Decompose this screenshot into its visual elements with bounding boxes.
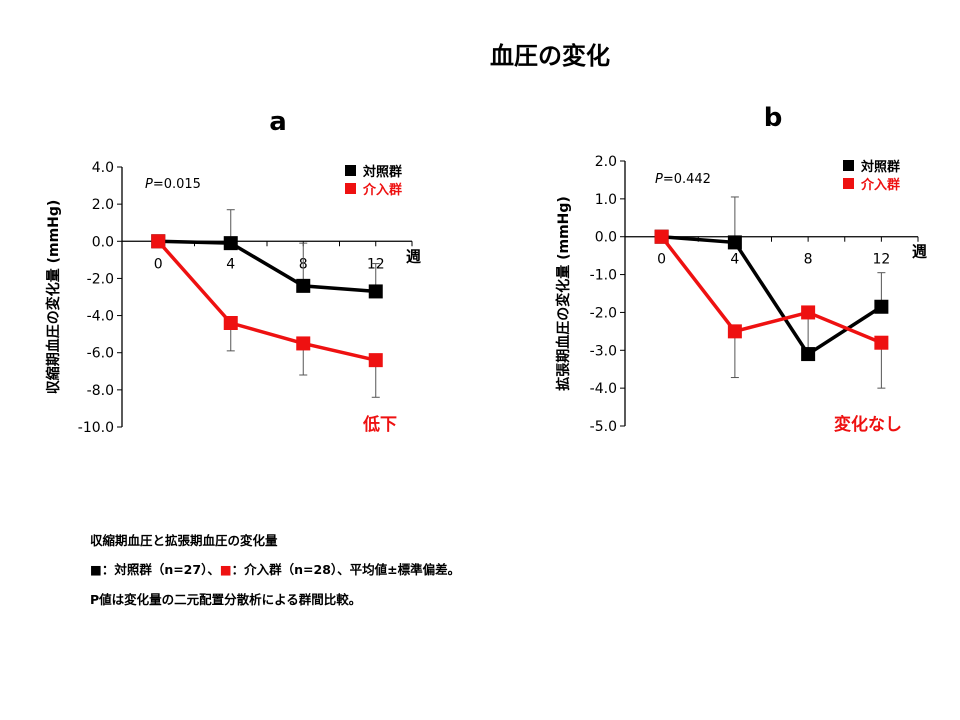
series-line: [156, 240, 377, 362]
series-control: [730, 196, 886, 355]
p-value-text: =0.442: [663, 172, 711, 187]
page-title: 血圧の変化: [490, 42, 610, 70]
series-line: [158, 239, 376, 294]
x-tick-label: 8: [804, 252, 813, 268]
series-line: [660, 235, 883, 345]
legend-swatch: [843, 160, 854, 171]
x-axis-label: 週: [912, 243, 927, 261]
data-point: [727, 324, 742, 339]
y-tick-label: -5.0: [590, 419, 617, 435]
data-point: [368, 284, 383, 299]
series-line-intervention: [151, 234, 383, 368]
x-tick-label: 0: [154, 256, 163, 272]
annotation: 変化なし: [834, 414, 902, 435]
x-tick-label: 4: [730, 252, 739, 268]
caption-line-1: 収縮期血圧と拡張期血圧の変化量: [90, 533, 278, 548]
p-value-text: =0.015: [153, 177, 201, 192]
x-tick-label: 0: [657, 252, 666, 268]
data-point: [727, 235, 742, 250]
y-tick-label: -4.0: [87, 309, 114, 325]
legend-item: 介入群: [345, 182, 402, 198]
data-point: [223, 316, 238, 330]
x-axis-label: 週: [406, 247, 421, 265]
panel-label: b: [764, 103, 783, 133]
y-tick-label: -2.0: [87, 271, 114, 287]
legend-square-icon: ■: [90, 562, 102, 577]
y-axis-label: 拡張期血圧の変化量 (mmHg): [555, 196, 572, 391]
data-point: [654, 229, 669, 244]
y-tick-label: 0.0: [92, 234, 114, 250]
chart-a: a4.02.00.0-2.0-4.0-6.0-8.0-10.00 4 8 12 週収縮期…: [45, 107, 421, 436]
y-tick-label: 1.0: [595, 192, 617, 208]
y-tick-label: -3.0: [590, 343, 617, 359]
legend-swatch: [345, 183, 356, 194]
x-tick-label: 12: [872, 252, 890, 268]
legend-label: 介入群: [362, 182, 402, 198]
series-line-intervention: [654, 229, 889, 350]
legend-item: 介入群: [843, 177, 900, 193]
caption-line-2: ■：対照群（n=27）、■：介入群（n=28）、平均値±標準偏差。: [90, 559, 460, 578]
legend-label: 対照群: [362, 164, 402, 180]
series-intervention: [730, 331, 886, 389]
p-value: P=0.015: [145, 177, 201, 192]
p-value-label: P: [655, 172, 663, 187]
data-point: [296, 278, 311, 293]
y-tick-label: -2.0: [590, 305, 617, 321]
data-point: [296, 336, 311, 351]
series-intervention: [226, 323, 380, 398]
y-tick-label: -8.0: [87, 383, 114, 399]
chart-b: b 2.0 1.0 0.0 -1.0 -2.0 -3.0 -4.0 -5.0 0 4 8 12 週 拡張期血…: [555, 103, 927, 435]
legend-swatch: [843, 178, 854, 189]
y-tick-label: 2.0: [595, 154, 617, 170]
p-value-label: P: [145, 177, 153, 192]
legend-item: 対照群: [345, 164, 402, 180]
legend-label: 介入群: [860, 177, 900, 193]
panel-label: a: [269, 107, 287, 137]
legend-label: 対照群: [860, 159, 900, 175]
y-tick-label: 2.0: [92, 197, 114, 213]
y-axis-label: 収縮期血圧の変化量 (mmHg): [45, 200, 62, 395]
data-point: [801, 305, 816, 320]
data-point: [223, 236, 238, 251]
y-tick-label: -4.0: [590, 381, 617, 397]
caption-line-2-text: ■：対照群（n=27）、■：介入群（n=28）、平均値±標準偏差。: [90, 562, 461, 577]
data-point: [801, 347, 816, 362]
y-tick-label: -1.0: [590, 268, 617, 284]
legend-swatch: [345, 165, 356, 176]
annotation: 低下: [362, 414, 397, 435]
y-tick-label: 0.0: [595, 230, 617, 246]
legend-item: 対照群: [843, 159, 900, 175]
p-value: P=0.442: [655, 172, 711, 187]
data-point: [151, 234, 166, 249]
y-tick-label: -6.0: [87, 346, 114, 362]
y-tick-label: -10.0: [78, 420, 114, 436]
x-tick-label: 4: [226, 256, 235, 272]
y-tick-label: 4.0: [92, 160, 114, 176]
legend-square-icon: ■: [219, 562, 232, 577]
data-point: [368, 353, 383, 368]
series-line-control: [654, 229, 889, 362]
data-point: [874, 299, 889, 314]
series-line: [661, 234, 883, 357]
data-point: [874, 335, 889, 350]
caption-line-3: P値は変化量の二元配置分散析による群間比較。: [90, 592, 362, 607]
